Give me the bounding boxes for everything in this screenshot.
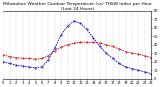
Title: Milwaukee Weather Outdoor Temperature (vs) THSW Index per Hour (Last 24 Hours): Milwaukee Weather Outdoor Temperature (v… — [3, 2, 152, 11]
